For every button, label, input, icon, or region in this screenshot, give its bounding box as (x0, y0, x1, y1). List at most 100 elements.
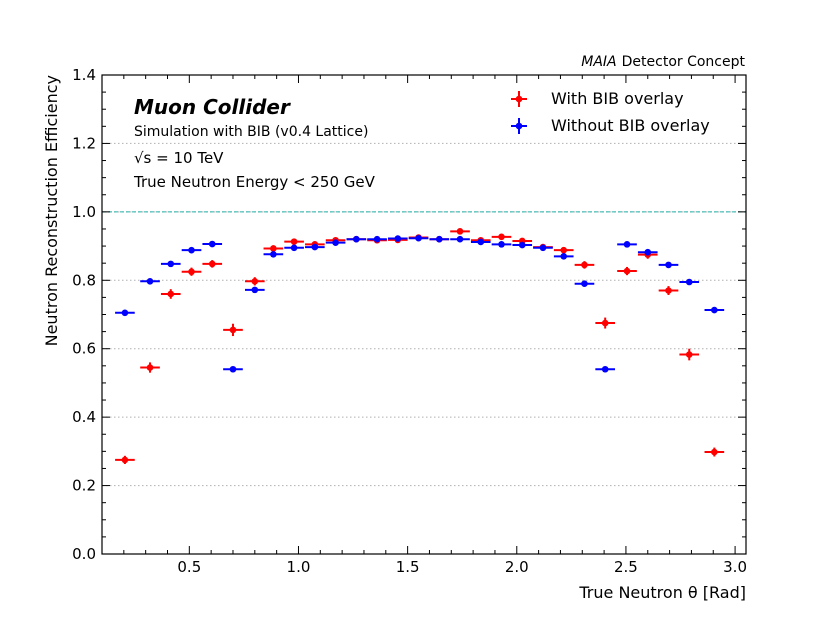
data-point (408, 234, 429, 242)
marker (188, 268, 195, 276)
marker (251, 286, 259, 294)
marker (560, 253, 568, 260)
marker (270, 250, 277, 258)
marker (167, 290, 175, 298)
data-point (160, 260, 181, 268)
marker (539, 244, 547, 252)
series-without-bib (115, 234, 725, 373)
axis-ticks: 0.5 1.0 1.5 2.0 2.5 3.0 0.0 0.2 0.4 0.6 0.8 1.0 1.2 1… (72, 66, 747, 576)
y-tick-label: 0.4 (72, 408, 96, 426)
collider-title: Muon Collider (134, 95, 291, 119)
x-tick-label: 1.5 (396, 558, 420, 576)
marker (581, 261, 588, 269)
data-point (284, 244, 304, 252)
data-point (512, 241, 533, 249)
y-tick-label: 0.8 (72, 271, 96, 289)
x-tick-label: 3.0 (723, 558, 747, 576)
data-point (679, 278, 700, 286)
marker (251, 278, 259, 285)
marker (644, 248, 652, 256)
data-point (140, 278, 160, 285)
experiment-label-italic: MAIA (581, 54, 616, 70)
marker (146, 278, 154, 285)
data-point (617, 266, 637, 276)
experiment-label: MAIA Detector Concept (581, 54, 745, 70)
marker (498, 233, 505, 241)
energy-label: √s = 10 TeV (134, 149, 224, 167)
x-tick-label: 1.0 (287, 558, 311, 576)
legend-label-with-bib: With BIB overlay (551, 89, 684, 108)
y-axis-label: Neutron Reconstruction Efficiency (42, 75, 61, 346)
data-point (679, 348, 700, 361)
data-point (429, 235, 450, 243)
marker (477, 238, 485, 246)
data-point (367, 235, 387, 243)
data-point (387, 235, 408, 242)
data-point (115, 455, 135, 465)
data-point (470, 238, 491, 246)
marker (623, 241, 631, 248)
data-point (491, 233, 512, 241)
marker (601, 319, 609, 327)
y-tick-label: 0.0 (72, 545, 96, 563)
marker (229, 365, 237, 373)
experiment-label-rest: Detector Concept (622, 54, 746, 70)
marker (711, 448, 718, 456)
marker (290, 238, 298, 245)
data-point (553, 253, 574, 260)
marker (685, 278, 693, 286)
data-point (223, 323, 243, 337)
marker (415, 234, 422, 242)
data-point (140, 362, 160, 373)
marker (394, 235, 402, 242)
data-point (325, 239, 346, 246)
x-tick-label: 2.5 (614, 558, 638, 576)
marker (146, 364, 154, 371)
y-tick-label: 0.6 (72, 340, 96, 358)
data-point (305, 243, 325, 251)
data-point (574, 261, 595, 269)
data-point (181, 246, 202, 254)
marker (188, 246, 195, 254)
data-point (704, 447, 725, 457)
data-point (244, 286, 265, 294)
data-point (574, 280, 595, 288)
marker (208, 240, 216, 248)
legend-marker-without-bib (511, 118, 527, 134)
marker (311, 243, 319, 251)
data-point (346, 235, 367, 243)
marker (270, 245, 277, 252)
marker (290, 244, 298, 252)
data-point (637, 248, 658, 256)
data-point (223, 365, 243, 373)
marker (518, 241, 526, 249)
marker (665, 261, 672, 269)
data-point (658, 261, 679, 269)
marker (685, 351, 693, 358)
data-point (658, 286, 679, 295)
data-point (244, 277, 265, 286)
data-point (160, 289, 181, 299)
data-point (595, 317, 616, 329)
data-point (202, 260, 223, 268)
marker (711, 306, 718, 314)
data-point (553, 246, 574, 254)
marker (373, 235, 381, 243)
marker (623, 267, 631, 275)
simulation-label: Simulation with BIB (v0.4 Lattice) (134, 124, 368, 140)
marker (167, 260, 175, 268)
marker (121, 456, 129, 464)
data-point (704, 306, 725, 314)
marker (601, 365, 609, 373)
marker (332, 239, 339, 246)
marker (229, 326, 237, 334)
legend-label-without-bib: Without BIB overlay (551, 116, 710, 135)
data-point (450, 228, 470, 235)
marker (665, 287, 672, 294)
data-point (491, 241, 512, 248)
marker (435, 235, 443, 243)
x-axis-label: True Neutron θ [Rad] (578, 583, 746, 602)
data-point (284, 238, 304, 245)
